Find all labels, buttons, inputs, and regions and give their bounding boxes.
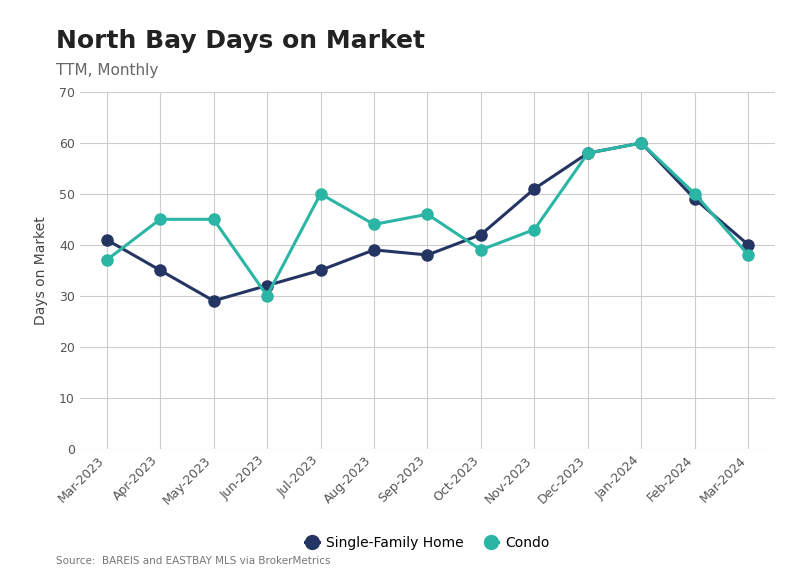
Y-axis label: Days on Market: Days on Market (34, 216, 48, 325)
Condo (690, 190, 700, 197)
Single-Family Home (155, 267, 165, 274)
Text: Source:  BAREIS and EASTBAY MLS via BrokerMetrics: Source: BAREIS and EASTBAY MLS via Broke… (56, 557, 331, 566)
Condo (423, 211, 432, 218)
Condo (583, 150, 593, 156)
Condo (744, 251, 753, 258)
Single-Family Home (209, 297, 218, 304)
Condo (209, 216, 218, 223)
Text: TTM, Monthly: TTM, Monthly (56, 63, 158, 78)
Single-Family Home (637, 140, 646, 147)
Single-Family Home (101, 236, 111, 243)
Single-Family Home (423, 251, 432, 258)
Single-Family Home (744, 242, 753, 248)
Single-Family Home (316, 267, 325, 274)
Text: North Bay Days on Market: North Bay Days on Market (56, 29, 425, 53)
Condo (476, 247, 486, 254)
Condo (530, 226, 539, 233)
Condo (369, 221, 379, 228)
Line: Condo: Condo (101, 137, 753, 301)
Single-Family Home (262, 282, 272, 289)
Condo (637, 140, 646, 147)
Single-Family Home (369, 247, 379, 254)
Legend: Single-Family Home, Condo: Single-Family Home, Condo (300, 531, 555, 555)
Single-Family Home (690, 196, 700, 202)
Single-Family Home (530, 185, 539, 192)
Single-Family Home (476, 231, 486, 238)
Single-Family Home (583, 150, 593, 156)
Condo (101, 256, 111, 263)
Condo (155, 216, 165, 223)
Line: Single-Family Home: Single-Family Home (101, 137, 753, 306)
Condo (316, 190, 325, 197)
Condo (262, 292, 272, 299)
